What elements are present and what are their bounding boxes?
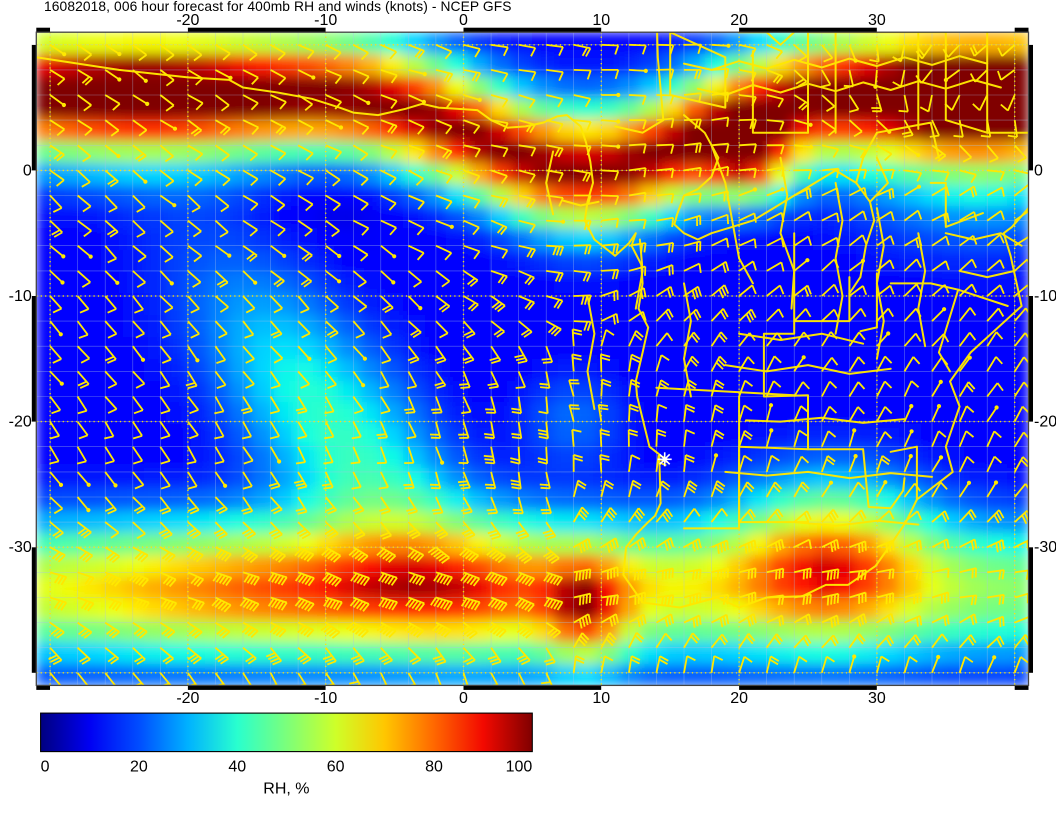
svg-text:0: 0	[1034, 162, 1043, 179]
svg-text:20: 20	[730, 690, 748, 707]
svg-text:60: 60	[327, 759, 345, 776]
svg-text:-30: -30	[9, 539, 32, 556]
svg-text:-10: -10	[314, 12, 337, 29]
svg-text:0: 0	[459, 690, 468, 707]
svg-text:-10: -10	[314, 690, 337, 707]
svg-text:0: 0	[41, 759, 50, 776]
svg-text:0: 0	[23, 162, 32, 179]
svg-text:-10: -10	[1034, 288, 1056, 305]
svg-text:20: 20	[130, 759, 148, 776]
svg-text:30: 30	[868, 690, 886, 707]
svg-text:-20: -20	[9, 414, 32, 431]
svg-text:30: 30	[868, 12, 886, 29]
svg-text:RH, %: RH, %	[263, 781, 309, 798]
svg-text:-20: -20	[176, 12, 199, 29]
svg-text:100: 100	[506, 759, 533, 776]
svg-text:-20: -20	[1034, 414, 1056, 431]
svg-text:10: 10	[592, 690, 610, 707]
svg-text:-10: -10	[9, 288, 32, 305]
svg-text:-20: -20	[176, 690, 199, 707]
svg-text:0: 0	[459, 12, 468, 29]
svg-text:40: 40	[228, 759, 246, 776]
svg-text:20: 20	[730, 12, 748, 29]
svg-text:-30: -30	[1034, 539, 1056, 556]
svg-text:10: 10	[592, 12, 610, 29]
svg-text:80: 80	[425, 759, 443, 776]
